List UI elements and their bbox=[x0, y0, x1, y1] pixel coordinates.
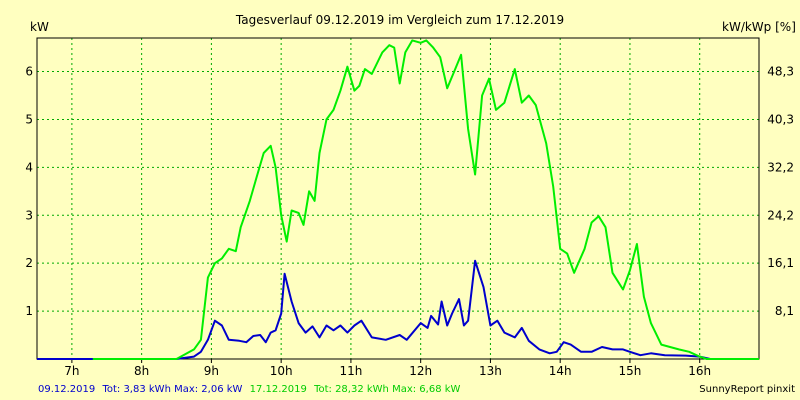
x-tick-labels: 7h 8h 9h 10h 11h 12h 13h 14h 15h 16h bbox=[64, 364, 711, 378]
footer-credit: SunnyReport pinxit bbox=[699, 384, 795, 395]
footer-summary: 09.12.2019 Tot: 3,83 kWh Max: 2,06 kW 17… bbox=[38, 384, 461, 395]
y-axis-left-label: kW bbox=[30, 20, 49, 34]
y-axis-right-label: kW/kWp [%] bbox=[722, 20, 796, 34]
y-tick-labels: 1 8,1 2 16,1 3 24,2 4 32,2 5 40,3 6 48,3 bbox=[25, 65, 794, 319]
y-tick-label-left: 4 bbox=[25, 160, 33, 174]
x-tick-label: 14h bbox=[549, 364, 572, 378]
x-tick-label: 9h bbox=[204, 364, 219, 378]
x-tick-label: 7h bbox=[64, 364, 79, 378]
x-tick-label: 11h bbox=[339, 364, 362, 378]
series-lines bbox=[37, 39, 759, 360]
series-line-09.12.2019 bbox=[37, 259, 759, 360]
y-tick-label-right: 16,1 bbox=[767, 256, 794, 270]
y-tick-label-left: 3 bbox=[25, 208, 33, 222]
series-line-17.12.2019 bbox=[92, 39, 759, 360]
x-tick-label: 10h bbox=[270, 364, 293, 378]
y-tick-label-right: 48,3 bbox=[767, 65, 794, 79]
footer-stats-2: Tot: 28,32 kWh Max: 6,68 kW bbox=[313, 384, 460, 395]
y-tick-label-left: 6 bbox=[25, 65, 33, 79]
y-tick-label-right: 32,2 bbox=[767, 160, 794, 174]
y-tick-label-right: 8,1 bbox=[775, 304, 794, 318]
chart-title: Tagesverlauf 09.12.2019 im Vergleich zum… bbox=[235, 13, 564, 27]
y-tick-label-left: 2 bbox=[25, 256, 33, 270]
x-tick-label: 12h bbox=[409, 364, 432, 378]
footer-date-2: 17.12.2019 bbox=[250, 384, 307, 395]
y-tick-label-right: 24,2 bbox=[767, 208, 794, 222]
y-tick-label-left: 1 bbox=[25, 304, 33, 318]
y-tick-label-left: 5 bbox=[25, 112, 33, 126]
x-tick-label: 16h bbox=[688, 364, 711, 378]
footer-date-1: 09.12.2019 bbox=[38, 384, 95, 395]
x-tick-label: 8h bbox=[134, 364, 149, 378]
footer-stats-1: Tot: 3,83 kWh Max: 2,06 kW bbox=[101, 384, 242, 395]
plot-area-frame bbox=[36, 37, 760, 360]
y-tick-label-right: 40,3 bbox=[767, 112, 794, 126]
x-tick-label: 15h bbox=[619, 364, 642, 378]
gridlines bbox=[37, 38, 759, 363]
x-tick-label: 13h bbox=[479, 364, 502, 378]
